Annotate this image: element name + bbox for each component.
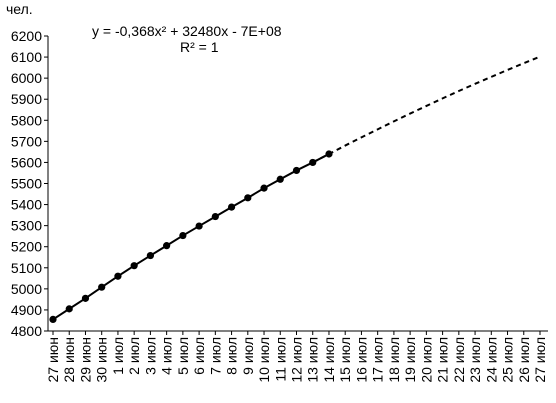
- x-tick-label: 25 июл: [500, 337, 516, 383]
- y-tick-label: 5200: [11, 239, 42, 255]
- x-tick-label: 29 июн: [77, 337, 93, 383]
- data-point: [179, 231, 187, 240]
- x-tick-label: 11 июл: [272, 337, 288, 382]
- y-tick-label: 5900: [11, 91, 42, 107]
- x-tick-label: 27 июн: [45, 337, 61, 383]
- y-tick-label: 6100: [11, 49, 42, 65]
- r-squared: R² = 1: [180, 39, 219, 55]
- y-tick-label: 5300: [11, 218, 42, 234]
- x-tick-label: 8 июл: [224, 337, 240, 375]
- x-tick-label: 5 июл: [175, 337, 191, 375]
- y-tick-label: 5600: [11, 154, 42, 170]
- data-point: [211, 212, 219, 221]
- x-tick-label: 1 июл: [110, 337, 126, 375]
- data-point: [130, 262, 138, 270]
- y-tick-label: 5700: [11, 133, 42, 149]
- x-tick-label: 16 июл: [353, 337, 369, 383]
- x-tick-label: 15 июл: [337, 337, 353, 383]
- y-tick-label: 5100: [11, 260, 42, 276]
- y-tick-label: 6200: [11, 28, 42, 44]
- y-tick-label: 5400: [11, 197, 42, 213]
- x-tick-label: 28 июн: [61, 337, 77, 383]
- x-tick-label: 23 июл: [467, 337, 483, 383]
- x-tick-label: 30 июн: [94, 337, 110, 383]
- y-tick-label: 5800: [11, 112, 42, 128]
- data-point: [163, 242, 171, 250]
- series-line: [312, 55, 541, 164]
- x-tick-label: 10 июл: [256, 337, 272, 383]
- x-tick-label: 12 июл: [289, 337, 305, 383]
- data-point: [81, 294, 90, 302]
- x-tick-label: 18 июл: [386, 337, 402, 383]
- x-tick-label: 20 июл: [418, 337, 434, 383]
- data-point: [260, 184, 268, 192]
- data-point: [292, 166, 301, 175]
- data-point: [49, 315, 57, 324]
- x-tick-label: 14 июл: [321, 337, 337, 383]
- x-tick-label: 9 июл: [240, 337, 256, 375]
- y-tick-label: 4800: [11, 323, 42, 339]
- data-point: [227, 203, 236, 211]
- x-tick-label: 3 июл: [142, 337, 158, 375]
- data-point: [114, 272, 122, 280]
- data-point: [65, 305, 73, 313]
- x-tick-label: 21 июл: [435, 337, 451, 383]
- data-point: [98, 283, 106, 291]
- x-tick-label: 6 июл: [191, 337, 207, 375]
- y-tick-label: 4900: [11, 302, 42, 318]
- x-tick-label: 4 июл: [159, 337, 175, 375]
- x-tick-label: 26 июл: [516, 337, 532, 383]
- data-point: [146, 251, 154, 260]
- data-point: [195, 222, 203, 230]
- x-tick-label: 24 июл: [483, 337, 499, 383]
- series-line: [52, 153, 330, 321]
- x-tick-label: 22 июл: [451, 337, 467, 383]
- y-tick-label: 5000: [11, 281, 42, 297]
- x-tick-label: 19 июл: [402, 337, 418, 383]
- data-point: [276, 175, 284, 183]
- x-tick-label: 17 июл: [370, 337, 386, 383]
- x-tick-label: 27 июл: [532, 337, 548, 383]
- y-tick-label: 5500: [11, 176, 42, 192]
- data-point: [244, 194, 252, 202]
- y-axis-label: чел.: [6, 1, 33, 17]
- y-tick-label: 6000: [11, 70, 42, 86]
- x-tick-label: 2 июл: [126, 337, 142, 375]
- x-tick-label: 7 июл: [207, 337, 223, 375]
- x-tick-label: 13 июл: [305, 337, 321, 383]
- trend-equation: y = -0,368x² + 32480x - 7E+08: [92, 23, 282, 39]
